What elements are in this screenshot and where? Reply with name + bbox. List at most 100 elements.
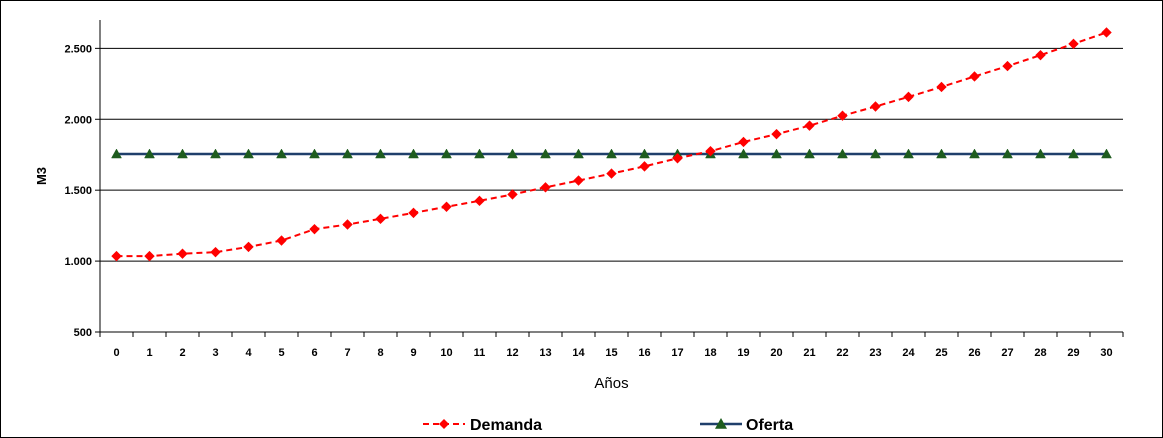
x-tick-label: 5: [278, 347, 284, 359]
legend-oferta-label: Oferta: [746, 417, 793, 434]
x-tick-label: 20: [770, 347, 782, 359]
x-tick-label: 15: [605, 347, 617, 359]
y-tick-label: 1.500: [64, 185, 92, 197]
demanda-point: [903, 91, 914, 103]
demanda-point: [441, 201, 452, 212]
x-tick-label: 1: [146, 347, 152, 359]
y-tick-label: 2.000: [64, 114, 92, 126]
legend-demanda-label: Demanda: [470, 417, 542, 434]
demanda-point: [309, 223, 320, 235]
x-tick-label: 28: [1034, 347, 1046, 359]
legend-item-demanda: Demanda: [423, 417, 542, 434]
legend-oferta-marker: [715, 418, 727, 429]
demanda-point: [639, 161, 650, 172]
series: [111, 27, 1112, 262]
demanda-point: [1101, 27, 1112, 38]
demanda-point: [672, 153, 683, 164]
demanda-point: [375, 213, 386, 225]
x-tick-label: 19: [737, 347, 749, 359]
oferta-point: [540, 148, 551, 159]
demanda-point: [771, 128, 782, 140]
oferta-point: [1101, 148, 1112, 159]
x-tick-label: 25: [935, 347, 947, 359]
x-tick-label: 13: [539, 347, 551, 359]
y-tick-label: 2.500: [64, 43, 92, 55]
demanda-point: [804, 120, 815, 131]
oferta-point: [342, 148, 353, 159]
demanda-point: [540, 182, 551, 193]
demanda-point: [144, 250, 155, 262]
oferta-point: [309, 148, 320, 159]
oferta-point: [1002, 148, 1013, 159]
demanda-point: [243, 241, 254, 253]
oferta-point: [1068, 148, 1079, 159]
oferta-point: [111, 148, 122, 159]
demanda-point: [705, 145, 716, 157]
gridlines: [100, 47, 1123, 262]
oferta-point: [606, 148, 617, 159]
demanda-point: [111, 250, 122, 262]
demanda-point: [936, 81, 947, 93]
oferta-point: [738, 148, 749, 159]
oferta-point: [804, 148, 815, 159]
demanda-point: [1002, 60, 1013, 72]
x-tick-label: 23: [869, 347, 881, 359]
demanda-point: [738, 136, 749, 148]
oferta-point: [936, 148, 947, 159]
x-tick-label: 24: [902, 347, 915, 359]
oferta-point: [969, 148, 980, 159]
oferta-point: [903, 148, 914, 159]
demanda-point: [606, 168, 617, 179]
legend-item-oferta: Oferta: [700, 417, 793, 434]
x-tick-label: 14: [572, 347, 585, 359]
x-tick-label: 7: [344, 347, 350, 359]
x-tick-label: 6: [311, 347, 317, 359]
demanda-point: [969, 71, 980, 82]
x-tick-label: 8: [377, 347, 383, 359]
demanda-point: [210, 246, 221, 258]
x-tick-label: 11: [474, 347, 486, 359]
y-tick-label: 500: [74, 327, 92, 339]
x-tick-label: 26: [968, 347, 980, 359]
x-tick-label: 3: [212, 347, 218, 359]
demanda-point: [474, 195, 485, 207]
oferta-point: [243, 148, 254, 159]
demanda-point: [870, 101, 881, 112]
x-tick-label: 17: [671, 347, 683, 359]
oferta-point: [375, 148, 386, 159]
oferta-point: [771, 148, 782, 159]
demanda-point: [1068, 38, 1079, 50]
oferta-point: [474, 148, 485, 159]
demanda-point: [1035, 49, 1046, 61]
demanda-point: [837, 110, 848, 121]
x-tick-label: 12: [506, 347, 518, 359]
demanda-point: [342, 219, 353, 230]
x-tick-label: 18: [704, 347, 716, 359]
x-tick-label: 10: [440, 347, 452, 359]
x-axis-title: Años: [594, 375, 628, 392]
y-tick-label: 1.000: [64, 256, 92, 268]
demanda-line: [116, 31, 1107, 258]
oferta-point: [441, 148, 452, 159]
x-tick-label: 9: [410, 347, 416, 359]
axes: [95, 20, 1124, 337]
oferta-point: [1035, 148, 1046, 159]
x-tick-label: 16: [638, 347, 650, 359]
demanda-point: [177, 248, 188, 259]
x-tick-label: 21: [803, 347, 815, 359]
oferta-point: [276, 148, 287, 159]
demanda-point: [507, 189, 518, 200]
oferta-point: [408, 148, 419, 159]
demanda-point: [276, 235, 287, 246]
oferta-point: [144, 148, 155, 159]
demanda-point: [573, 175, 584, 186]
x-tick-label: 2: [179, 347, 185, 359]
oferta-point: [210, 148, 221, 159]
oferta-point: [507, 148, 518, 159]
x-tick-label: 27: [1001, 347, 1013, 359]
oferta-point: [639, 148, 650, 159]
x-tick-label: 29: [1067, 347, 1079, 359]
x-tick-label: 0: [113, 347, 119, 359]
